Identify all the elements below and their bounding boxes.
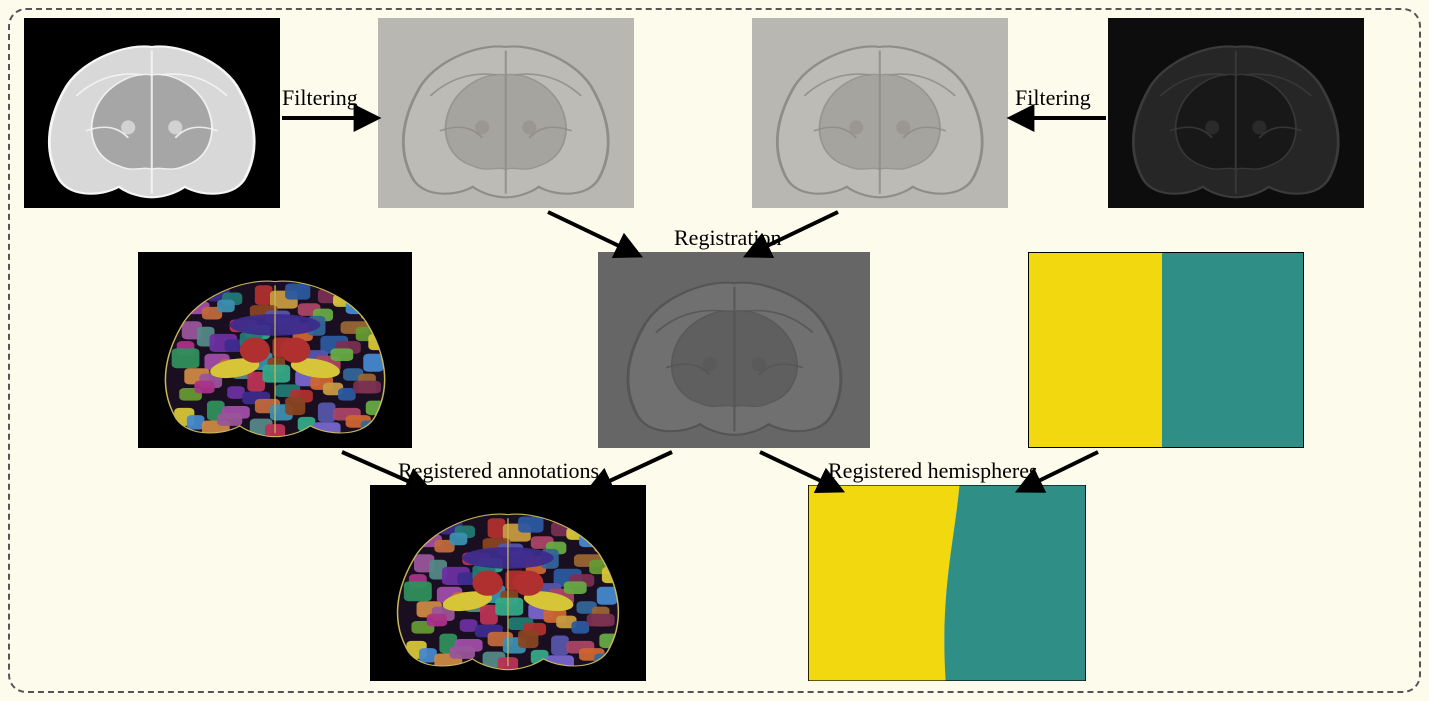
arrows-layer [0,0,1429,701]
